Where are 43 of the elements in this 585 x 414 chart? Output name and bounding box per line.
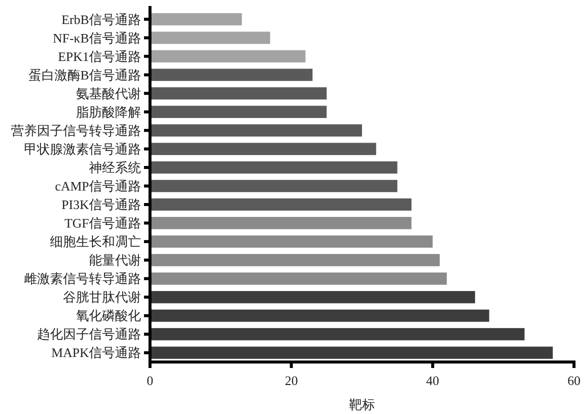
y-tick-label: 氨基酸代谢 [76, 86, 141, 101]
bar [150, 13, 242, 26]
bar [150, 346, 553, 359]
y-tick-label: EPK1信号通路 [58, 48, 141, 64]
y-tick-label: 神经系统 [89, 160, 141, 175]
bar [150, 291, 476, 304]
bar [150, 310, 490, 322]
y-tick-label: 营养因子信号转导通路 [11, 122, 141, 138]
y-tick-label: cAMP信号通路 [55, 178, 141, 194]
bar [150, 328, 525, 340]
y-tick-label: TGF信号通路 [64, 216, 141, 231]
bar [150, 106, 327, 118]
x-tick-label: 20 [284, 373, 298, 388]
y-tick-label: NF-κB信号通路 [52, 30, 141, 46]
bar [150, 180, 398, 192]
y-tick-label: ErbB信号通路 [62, 12, 141, 27]
x-tick-label: 40 [426, 373, 440, 388]
y-tick-label: 谷胱甘肽代谢 [63, 290, 141, 305]
y-tick-label: PI3K信号通路 [62, 197, 141, 212]
y-tick-label: 脂肪酸降解 [76, 104, 141, 120]
bar [150, 142, 376, 156]
x-tick-label: 60 [568, 373, 580, 388]
bar [150, 198, 412, 211]
y-tick-label: 能量代谢 [89, 252, 141, 268]
y-tick-label: 甲状腺激素信号通路 [24, 141, 141, 156]
bar [150, 272, 447, 285]
bar [150, 87, 327, 100]
y-tick-label: 趋化因子信号通路 [37, 326, 141, 342]
bar [150, 32, 270, 44]
y-tick-label: MAPK信号通路 [51, 345, 141, 360]
x-axis-title: 靶标 [349, 397, 375, 412]
bar [150, 161, 398, 174]
bar [150, 235, 433, 248]
bar [150, 50, 306, 62]
y-tick-label: 雌激素信号转导通路 [24, 271, 141, 286]
y-tick-label: 氧化磷酸化 [76, 308, 141, 324]
y-tick-label: 细胞生长和凋亡 [50, 234, 141, 250]
y-tick-label: 蛋白激酶B信号通路 [28, 67, 141, 82]
x-tick-label: 0 [146, 373, 154, 388]
bar [150, 216, 412, 230]
bar [150, 68, 313, 81]
bar [150, 254, 440, 266]
bar [150, 124, 362, 137]
